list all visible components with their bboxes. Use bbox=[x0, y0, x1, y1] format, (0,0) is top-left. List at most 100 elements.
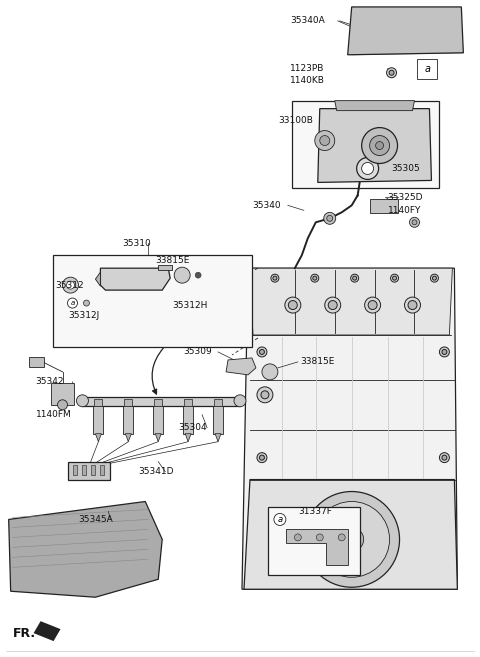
Circle shape bbox=[271, 274, 279, 282]
Text: 35342: 35342 bbox=[36, 377, 64, 386]
Circle shape bbox=[442, 455, 447, 460]
Text: 35340: 35340 bbox=[252, 201, 281, 210]
Bar bbox=[73, 464, 77, 474]
Circle shape bbox=[324, 212, 336, 224]
Text: 35325D: 35325D bbox=[387, 193, 423, 202]
Text: FR.: FR. bbox=[12, 627, 36, 640]
Text: 35312J: 35312J bbox=[69, 311, 100, 319]
Circle shape bbox=[261, 391, 269, 399]
Text: 33815E: 33815E bbox=[300, 357, 334, 367]
Polygon shape bbox=[155, 434, 161, 442]
Text: 35341D: 35341D bbox=[138, 467, 174, 476]
Circle shape bbox=[76, 395, 88, 407]
Bar bbox=[418, 58, 437, 79]
Text: 31337F: 31337F bbox=[298, 507, 332, 516]
Circle shape bbox=[361, 127, 397, 164]
Bar bbox=[29, 357, 44, 367]
Text: 35304: 35304 bbox=[178, 423, 207, 432]
Polygon shape bbox=[250, 268, 452, 335]
Bar bbox=[91, 464, 96, 474]
Text: a: a bbox=[277, 515, 282, 524]
Circle shape bbox=[353, 276, 357, 280]
Bar bbox=[213, 406, 223, 434]
Polygon shape bbox=[185, 434, 191, 442]
Circle shape bbox=[195, 272, 201, 278]
Circle shape bbox=[439, 347, 449, 357]
Text: 1123PB: 1123PB bbox=[290, 64, 324, 73]
Circle shape bbox=[328, 301, 337, 309]
Circle shape bbox=[361, 162, 373, 175]
Circle shape bbox=[273, 276, 277, 280]
Circle shape bbox=[391, 274, 398, 282]
Circle shape bbox=[432, 276, 436, 280]
Text: 35345A: 35345A bbox=[78, 515, 113, 524]
Circle shape bbox=[262, 364, 278, 380]
Circle shape bbox=[340, 528, 364, 551]
Bar bbox=[123, 406, 133, 434]
Circle shape bbox=[257, 347, 267, 357]
Text: 33100B: 33100B bbox=[278, 116, 313, 125]
Circle shape bbox=[288, 301, 297, 309]
Text: 35312: 35312 bbox=[56, 281, 84, 290]
Bar bbox=[184, 399, 192, 406]
Circle shape bbox=[439, 453, 449, 463]
Bar bbox=[370, 199, 397, 214]
Circle shape bbox=[294, 534, 301, 541]
Bar bbox=[268, 507, 360, 576]
Polygon shape bbox=[125, 434, 132, 442]
Polygon shape bbox=[100, 268, 170, 290]
Circle shape bbox=[405, 297, 420, 313]
Circle shape bbox=[260, 455, 264, 460]
Circle shape bbox=[274, 514, 286, 526]
Bar bbox=[95, 399, 102, 406]
Circle shape bbox=[84, 300, 89, 306]
Circle shape bbox=[62, 277, 78, 293]
Text: 35305: 35305 bbox=[392, 164, 420, 173]
Polygon shape bbox=[242, 268, 457, 589]
Circle shape bbox=[325, 297, 341, 313]
Bar bbox=[94, 406, 103, 434]
Circle shape bbox=[304, 491, 399, 587]
Circle shape bbox=[316, 534, 323, 541]
Bar bbox=[153, 406, 163, 434]
Bar bbox=[83, 397, 240, 406]
Circle shape bbox=[393, 276, 396, 280]
Polygon shape bbox=[286, 530, 348, 565]
Text: 1140KB: 1140KB bbox=[290, 76, 325, 85]
Polygon shape bbox=[34, 621, 60, 641]
Circle shape bbox=[368, 301, 377, 309]
Bar bbox=[50, 383, 74, 405]
Text: 35340A: 35340A bbox=[290, 16, 324, 26]
Circle shape bbox=[315, 131, 335, 150]
Circle shape bbox=[58, 400, 68, 410]
Circle shape bbox=[351, 274, 359, 282]
Bar bbox=[124, 399, 132, 406]
Polygon shape bbox=[348, 7, 463, 55]
Polygon shape bbox=[244, 480, 457, 589]
Bar bbox=[69, 462, 110, 480]
Circle shape bbox=[67, 281, 74, 289]
Bar bbox=[183, 406, 193, 434]
Circle shape bbox=[412, 220, 417, 225]
Bar bbox=[154, 399, 162, 406]
Text: 1140FM: 1140FM bbox=[36, 410, 72, 419]
Circle shape bbox=[314, 501, 390, 578]
Circle shape bbox=[386, 68, 396, 78]
Circle shape bbox=[174, 267, 190, 283]
Polygon shape bbox=[226, 358, 256, 375]
Circle shape bbox=[357, 158, 379, 179]
Circle shape bbox=[257, 453, 267, 463]
Circle shape bbox=[320, 135, 330, 146]
Circle shape bbox=[311, 274, 319, 282]
Circle shape bbox=[409, 217, 420, 227]
Circle shape bbox=[389, 70, 394, 76]
Polygon shape bbox=[158, 265, 172, 270]
Circle shape bbox=[442, 350, 447, 354]
Polygon shape bbox=[96, 272, 100, 286]
Text: 35312H: 35312H bbox=[172, 300, 207, 309]
Bar bbox=[100, 464, 104, 474]
Circle shape bbox=[327, 215, 333, 221]
Circle shape bbox=[431, 274, 438, 282]
Text: 35310: 35310 bbox=[122, 238, 151, 248]
Text: 1140FY: 1140FY bbox=[387, 206, 421, 215]
